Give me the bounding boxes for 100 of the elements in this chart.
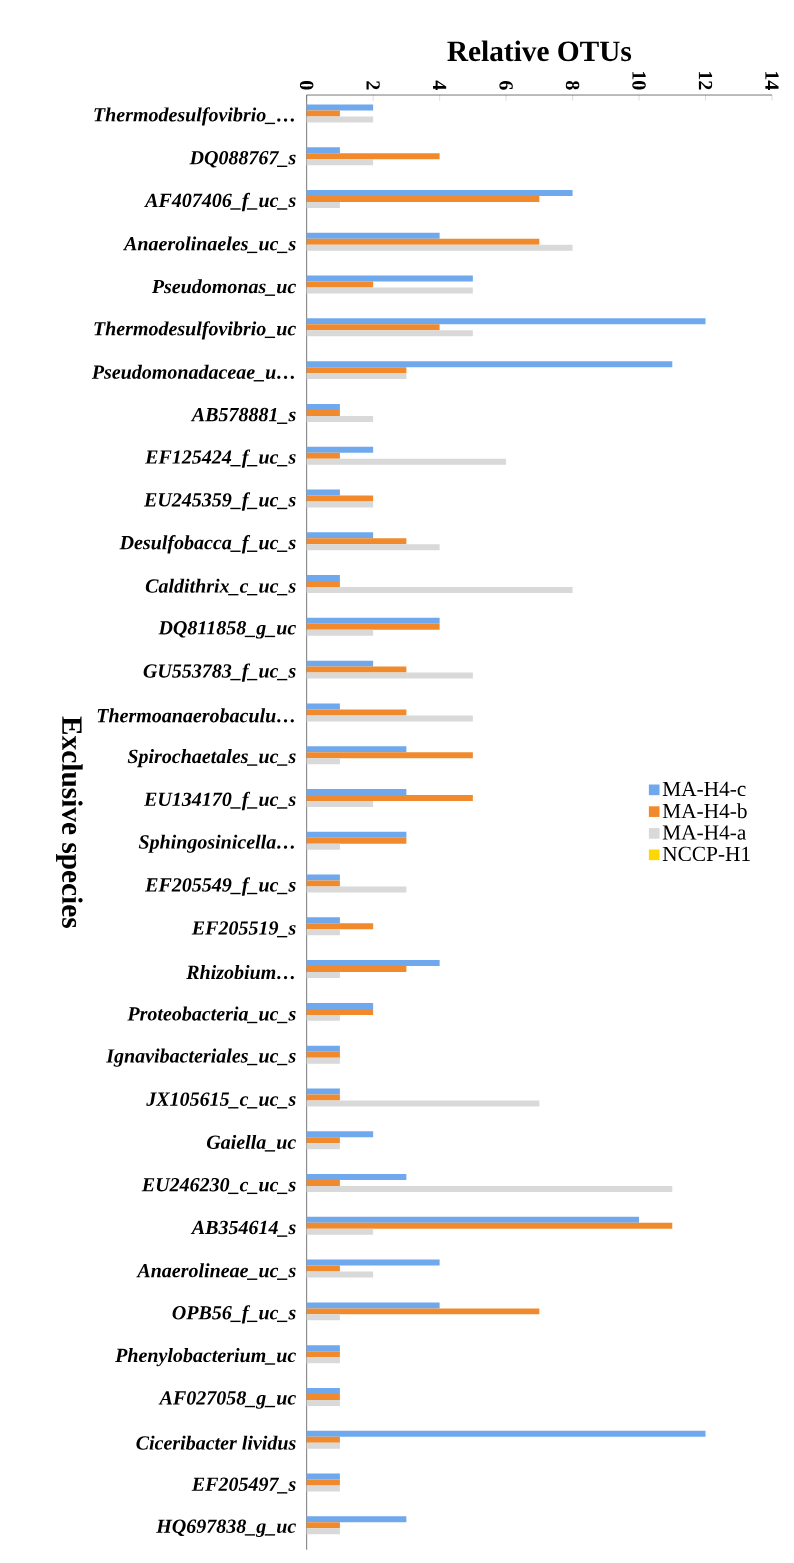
bar [306, 1174, 407, 1181]
bar [306, 1228, 374, 1235]
bar [306, 1259, 440, 1266]
x-tick-label: 0 [299, 81, 314, 90]
bar [306, 966, 407, 973]
bar [306, 1522, 340, 1529]
bar [306, 629, 374, 636]
bar [306, 538, 407, 545]
y-tick-label: AB578881_s [190, 407, 296, 424]
y-tick-label: Proteobacteria_uc_s [127, 1006, 296, 1024]
bar [306, 446, 374, 453]
y-tick-label: Ignavibacteriales_uc_s [106, 1048, 296, 1067]
x-tick-label: 8 [565, 80, 580, 90]
y-tick-label: Thermodesulfovibrio_uc [94, 321, 296, 340]
bar [306, 452, 340, 459]
bar [306, 617, 440, 624]
y-tick-label: Ciceribacter lividus [136, 1435, 296, 1450]
y-tick-label: EU245359_f_uc_s [143, 492, 296, 511]
bar [306, 1008, 374, 1015]
bar [306, 709, 407, 716]
bar [306, 532, 374, 539]
y-tick-label: Desulfobacca_f_uc_s [119, 535, 296, 554]
x-axis-title: Relative OTUs [447, 40, 632, 62]
bar [306, 275, 473, 282]
bar [306, 960, 440, 967]
bar [306, 1357, 340, 1364]
bar [306, 1014, 340, 1021]
x-tick-label: 2 [366, 81, 380, 90]
bar [306, 575, 340, 582]
y-tick-label: EU246230_c_uc_s [141, 1177, 296, 1195]
bar [306, 672, 473, 679]
bar [306, 116, 374, 123]
bar [306, 972, 340, 979]
y-tick-label: AF407406_f_uc_s [144, 192, 296, 212]
legend-label: NCCP-H1 [662, 846, 750, 862]
bar [306, 1308, 540, 1315]
y-tick-label: Gaiella_uc [206, 1134, 296, 1152]
bar [306, 147, 340, 154]
bar [306, 361, 673, 368]
bar [306, 544, 440, 551]
bar [306, 190, 573, 196]
bar [306, 1479, 340, 1486]
x-tick-label: 12 [698, 71, 713, 90]
x-tick-label: 4 [433, 80, 447, 90]
bar [306, 917, 340, 924]
legend-label: MA-H4-a [662, 825, 747, 840]
y-tick-label: HQ697838_g_uc [156, 1519, 296, 1538]
bar [306, 923, 374, 930]
bar [306, 287, 473, 294]
bar [306, 831, 407, 838]
bar [306, 1314, 340, 1321]
bar [306, 1088, 340, 1095]
y-axis-title: Exclusive species [56, 716, 83, 928]
bar [306, 1399, 340, 1406]
bar [306, 874, 340, 881]
y-tick-label: Anaerolineae_uc_s [136, 1263, 296, 1280]
bar [306, 715, 473, 722]
bar [306, 660, 374, 667]
y-tick-label: Anaerolinaeles_uc_s [123, 236, 296, 254]
bar [306, 1387, 340, 1394]
bar [306, 104, 374, 111]
bar [306, 1131, 374, 1138]
legend-label: MA-H4-c [662, 781, 746, 797]
bar [306, 403, 340, 410]
bar [306, 1094, 340, 1101]
bar [306, 281, 374, 288]
bar [306, 746, 407, 753]
bar [306, 1137, 340, 1144]
bar [306, 1528, 340, 1535]
bar [306, 501, 374, 508]
y-tick-label: Phenylobacterium_uc [115, 1348, 296, 1367]
bar [306, 367, 407, 374]
bar [306, 886, 407, 893]
bar [306, 201, 340, 208]
bar [306, 1222, 673, 1229]
bar [306, 703, 340, 710]
bar [306, 623, 440, 630]
bar [306, 837, 407, 844]
bar [306, 843, 340, 850]
bar [306, 666, 407, 673]
bar [306, 1186, 673, 1193]
bar [306, 489, 340, 496]
bar [306, 1051, 340, 1058]
bar [306, 1442, 340, 1449]
bar [306, 196, 540, 202]
bar [306, 1057, 340, 1064]
bar [306, 1265, 340, 1272]
bar [306, 1430, 706, 1437]
bar [306, 794, 473, 801]
bar [306, 758, 340, 765]
bar [306, 1351, 340, 1358]
y-tick-label: OPB56_f_uc_s [172, 1305, 296, 1324]
bar [306, 1516, 407, 1523]
bar [306, 788, 407, 795]
y-tick-label: EU134170_f_uc_s [143, 791, 296, 811]
bar [306, 153, 440, 160]
bar [306, 318, 706, 325]
bar [306, 415, 374, 422]
y-tick-label: EF125424_f_uc_s [144, 449, 296, 468]
y-tick-label: JX105615_c_uc_s [146, 1092, 296, 1109]
